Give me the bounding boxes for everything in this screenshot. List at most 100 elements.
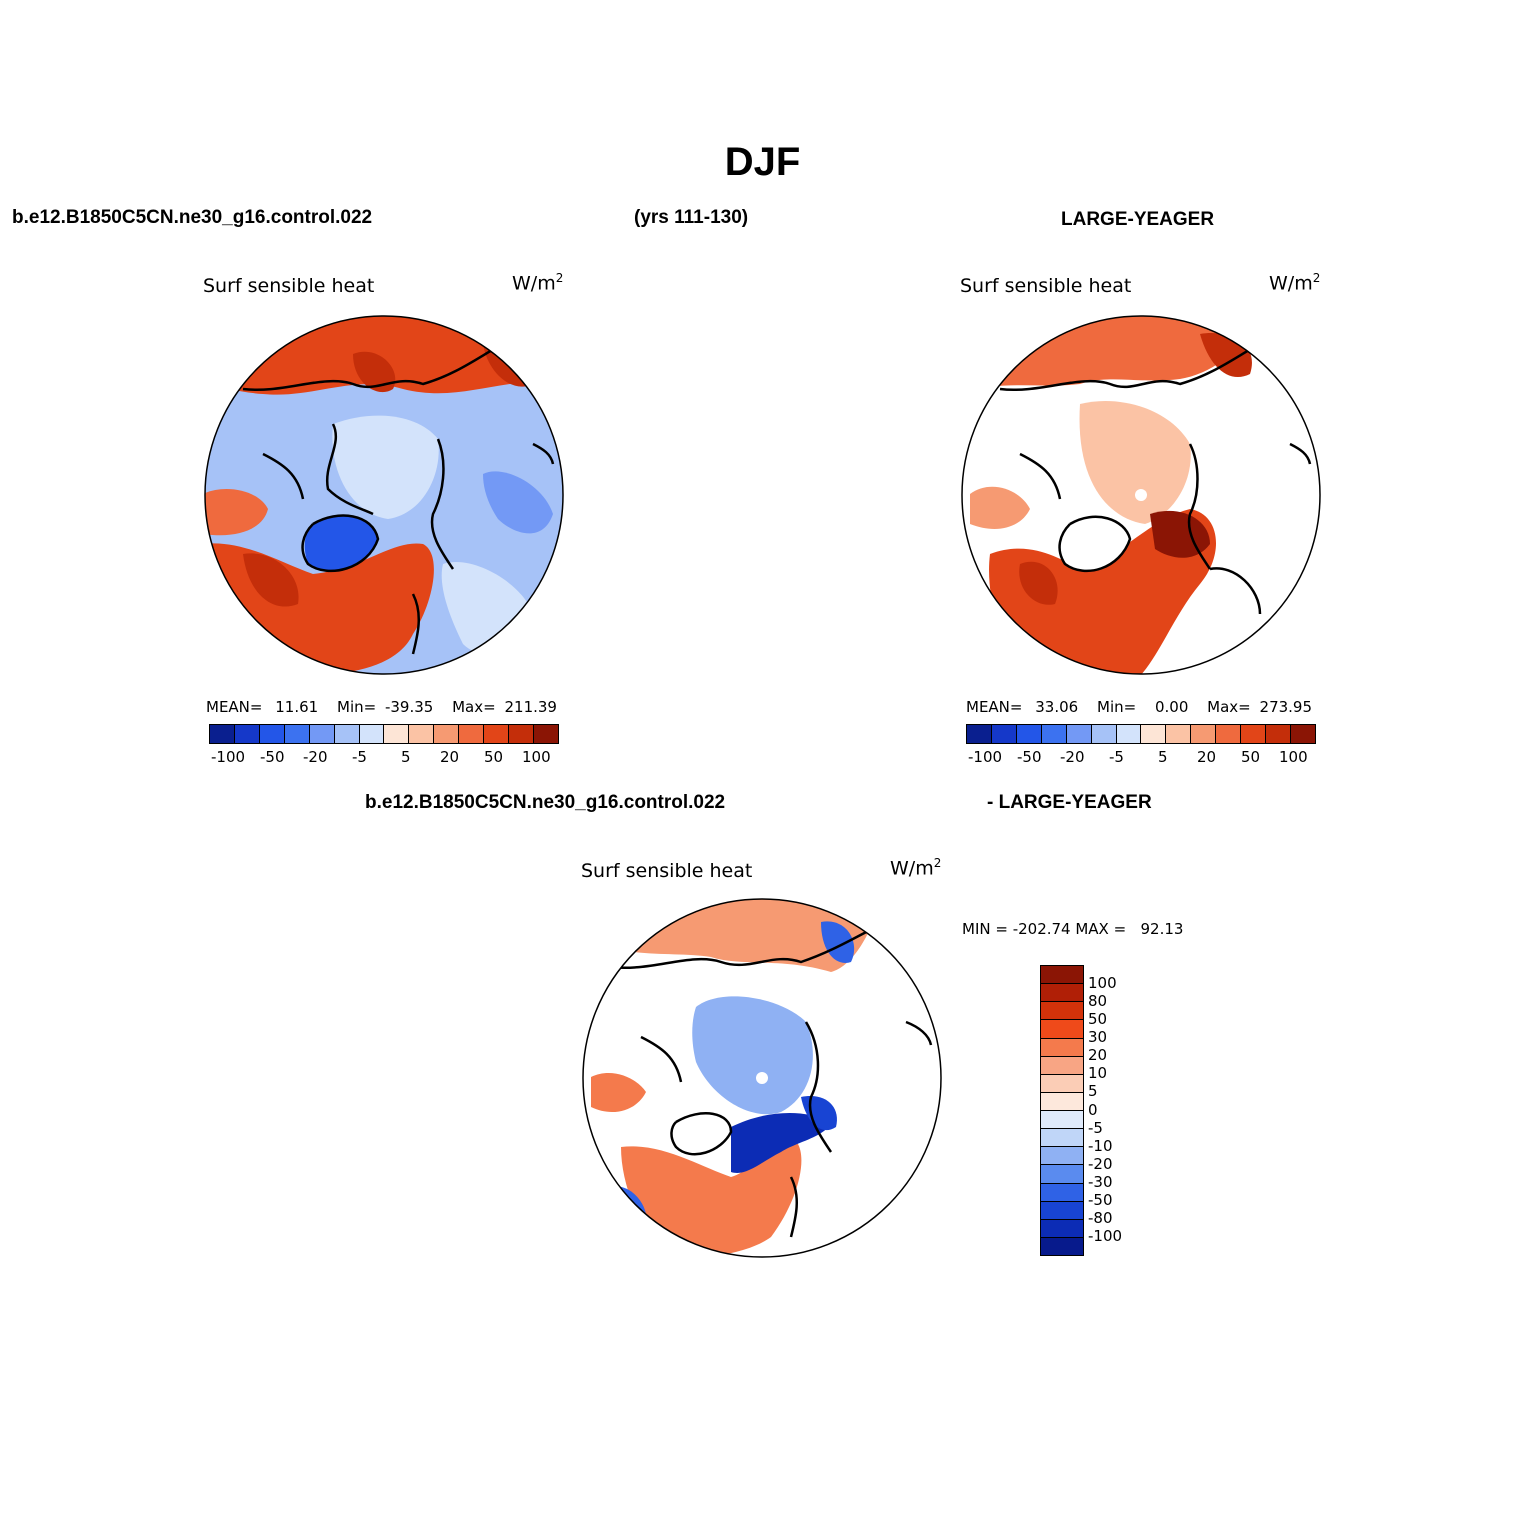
- panel2-max-value: 273.95: [1259, 698, 1313, 716]
- colorbar-swatch: [967, 725, 992, 743]
- colorbar-swatch: [1041, 966, 1083, 985]
- diff-greenland-land: [676, 1113, 731, 1155]
- diff-colorbar-ticks: 100 80 50 30 20 10 5 0 -5 -10 -20 -30 -50 -80 -100: [1088, 965, 1168, 1254]
- panel1-central-arctic: [332, 415, 439, 519]
- diff-central-arctic-cold: [692, 996, 813, 1115]
- colorbar-tick: 100: [522, 748, 551, 766]
- colorbar-swatch: [1066, 725, 1092, 743]
- colorbar-swatch: [1041, 1038, 1083, 1057]
- colorbar-tick: -10: [1088, 1136, 1113, 1155]
- colorbar-swatch: [1041, 1183, 1083, 1202]
- panel1-mean-value: 11.61: [275, 698, 319, 716]
- panel1-mean-label: MEAN=: [206, 698, 263, 716]
- colorbar-swatch: [1041, 1092, 1083, 1111]
- panel1-min-value: -39.35: [384, 698, 434, 716]
- colorbar-swatch: [1041, 1219, 1083, 1238]
- colorbar-swatch: [1290, 725, 1315, 743]
- diff-units-base: W/m: [890, 857, 934, 880]
- panel1-siberia-cold: [483, 471, 553, 534]
- diff-case-name-label: b.e12.B1850C5CN.ne30_g16.control.022: [365, 792, 726, 813]
- colorbar-swatch: [234, 725, 260, 743]
- colorbar-swatch: [359, 725, 385, 743]
- panel1-greenland-cold: [304, 515, 378, 571]
- colorbar-tick: -5: [352, 748, 367, 766]
- colorbar-swatch: [1041, 1237, 1083, 1255]
- colorbar-tick: 0: [1088, 1100, 1098, 1119]
- colorbar-tick: -20: [1088, 1154, 1113, 1173]
- diff-variable-label: Surf sensible heat: [581, 860, 753, 882]
- diff-map-border: [582, 898, 942, 1258]
- diff-pole-marker: [756, 1072, 768, 1084]
- colorbar-swatch: [459, 725, 485, 743]
- colorbar-swatch: [484, 725, 510, 743]
- panel2-central-arctic: [1079, 400, 1191, 524]
- panel1-north-hotspot: [353, 351, 396, 393]
- panel1-coastlines: [242, 342, 555, 655]
- panel1-min-label: Min=: [337, 698, 377, 716]
- colorbar-swatch: [259, 725, 285, 743]
- diff-colorbar: [1040, 965, 1084, 1256]
- panel1-variable-label: Surf sensible heat: [203, 275, 375, 297]
- colorbar-tick: -100: [1088, 1226, 1123, 1245]
- colorbar-swatch: [309, 725, 335, 743]
- diff-northeast-cold: [821, 921, 855, 963]
- diff-barents-cold: [731, 1112, 831, 1173]
- panel1-west-warm-region: [205, 489, 268, 536]
- colorbar-swatch: [1216, 725, 1242, 743]
- colorbar-swatch: [1166, 725, 1192, 743]
- colorbar-tick: -50: [1017, 748, 1042, 766]
- colorbar-tick: 20: [1088, 1046, 1108, 1065]
- colorbar-swatch: [210, 725, 235, 743]
- colorbar-tick: -20: [1060, 748, 1085, 766]
- colorbar-tick: -80: [1088, 1208, 1113, 1227]
- panel1-units-base: W/m: [512, 272, 556, 295]
- colorbar-swatch: [1241, 725, 1267, 743]
- colorbar-tick: 50: [484, 748, 504, 766]
- figure-title: DJF: [724, 140, 801, 184]
- diff-units: W/m2: [890, 856, 941, 879]
- panel2-west-warm-region: [970, 486, 1030, 529]
- colorbar-swatch: [334, 725, 360, 743]
- colorbar-tick: 80: [1088, 992, 1108, 1011]
- colorbar-tick: 100: [1279, 748, 1308, 766]
- colorbar-tick: 20: [440, 748, 460, 766]
- colorbar-swatch: [1041, 1056, 1083, 1075]
- panel2-units-base: W/m: [1269, 272, 1313, 295]
- colorbar-tick: -100: [211, 748, 246, 766]
- diff-stats: MIN = -202.74 MAX = 92.13: [962, 920, 1184, 938]
- colorbar-swatch: [1041, 1201, 1083, 1220]
- colorbar-tick: 5: [401, 748, 411, 766]
- colorbar-swatch: [1041, 1002, 1083, 1021]
- colorbar-swatch: [1041, 984, 1083, 1003]
- colorbar-tick: 30: [1088, 1028, 1108, 1047]
- panel1-max-label: Max=: [452, 698, 496, 716]
- colorbar-tick: 5: [1088, 1082, 1098, 1101]
- colorbar-tick: 5: [1158, 748, 1168, 766]
- colorbar-swatch: [1141, 725, 1167, 743]
- colorbar-tick: -30: [1088, 1172, 1113, 1191]
- panel2-coastlines: [999, 342, 1312, 615]
- panel2-colorbar: [966, 724, 1316, 744]
- colorbar-swatch: [434, 725, 460, 743]
- panel2-polar-map: [961, 315, 1321, 675]
- panel1-units-exp: 2: [555, 271, 564, 285]
- panel2-max-label: Max=: [1207, 698, 1251, 716]
- colorbar-swatch: [1191, 725, 1217, 743]
- panel2-min-label: Min=: [1097, 698, 1137, 716]
- panel1-max-value: 211.39: [504, 698, 557, 716]
- colorbar-swatch: [384, 725, 410, 743]
- colorbar-swatch: [409, 725, 435, 743]
- colorbar-swatch: [1266, 725, 1291, 743]
- colorbar-tick: 10: [1088, 1064, 1108, 1083]
- panel2-min-value: 0.00: [1154, 698, 1189, 716]
- colorbar-swatch: [509, 725, 534, 743]
- years-label: (yrs 111-130): [634, 207, 749, 228]
- panel2-mean-label: MEAN=: [966, 698, 1023, 716]
- colorbar-swatch: [1041, 1147, 1083, 1166]
- panel2-stats: MEAN= 33.06 Min= 0.00 Max= 273.95: [966, 698, 1312, 716]
- panel2-colorbar-ticks: -100 -50 -20 -5 5 20 50 100: [966, 748, 1314, 768]
- diff-polar-map: [582, 898, 942, 1258]
- panel1-gulfstream-hotspot: [243, 553, 299, 607]
- colorbar-swatch: [1116, 725, 1142, 743]
- colorbar-swatch: [1091, 725, 1117, 743]
